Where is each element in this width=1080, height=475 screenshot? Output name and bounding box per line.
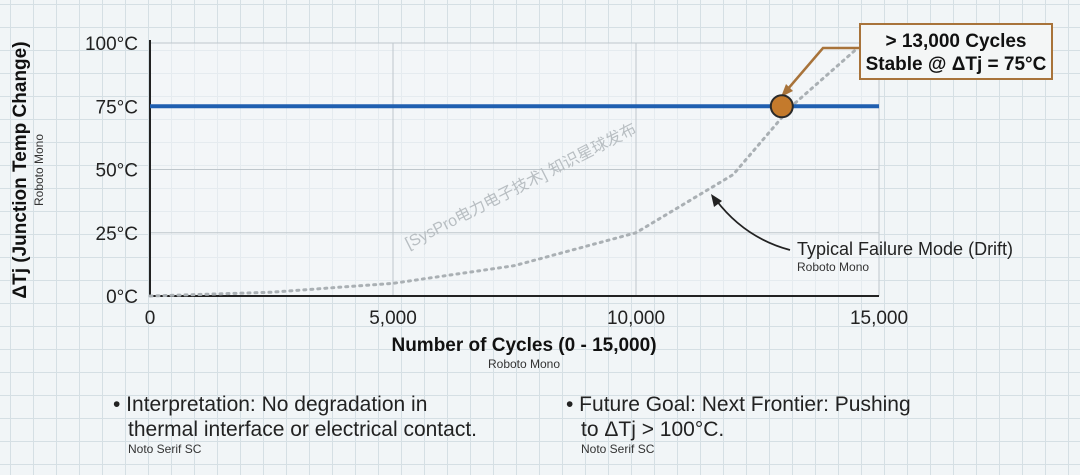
y-axis-subtitle: Roboto Mono bbox=[32, 133, 46, 207]
callout-line-2: Stable @ ΔTj = 75°C bbox=[865, 54, 1047, 75]
callout-arrowhead bbox=[781, 84, 793, 97]
x-axis-title: Number of Cycles (0 - 15,000) bbox=[391, 335, 657, 356]
drift-arrowhead bbox=[711, 194, 722, 207]
y-tick-label: 0°C bbox=[106, 287, 138, 308]
y-tick-label: 75°C bbox=[96, 97, 138, 118]
drift-sublabel: Roboto Mono bbox=[797, 260, 870, 274]
y-tick-label: 25°C bbox=[96, 224, 138, 245]
x-axis-subtitle: Roboto Mono bbox=[487, 357, 561, 371]
x-axis-label: Number of Cycles (0 - 15,000) Roboto Mon… bbox=[391, 335, 656, 371]
note-sub: Noto Serif SC bbox=[581, 442, 655, 456]
y-tick-label: 100°C bbox=[85, 34, 138, 55]
x-tick-label: 0 bbox=[145, 308, 156, 329]
y-axis-title: ΔTj (Junction Temp Change) bbox=[10, 41, 31, 299]
drift-annotation: Typical Failure Mode (Drift) Roboto Mono bbox=[797, 239, 1013, 274]
note-sub: Noto Serif SC bbox=[128, 442, 202, 456]
x-tick-label: 10,000 bbox=[607, 308, 665, 329]
note-line: • Interpretation: No degradation in bbox=[113, 393, 428, 416]
note-line: thermal interface or electrical contact. bbox=[128, 418, 477, 441]
stable-callout: > 13,000 Cycles Stable @ ΔTj = 75°C bbox=[859, 23, 1053, 80]
y-axis-label: ΔTj (Junction Temp Change) Roboto Mono bbox=[10, 41, 46, 298]
callout-line-1: > 13,000 Cycles bbox=[885, 31, 1027, 52]
stable-marker bbox=[769, 94, 794, 119]
note-line: to ΔTj > 100°C. bbox=[581, 418, 725, 441]
drift-label: Typical Failure Mode (Drift) bbox=[797, 239, 1014, 259]
note-future-goal: • Future Goal: Next Frontier: Pushing to… bbox=[566, 392, 911, 456]
drift-arrow bbox=[715, 199, 791, 251]
y-tick-label: 50°C bbox=[96, 161, 138, 182]
callout-leader bbox=[786, 46, 859, 91]
x-tick-label: 15,000 bbox=[850, 308, 908, 329]
x-tick-label: 5,000 bbox=[369, 308, 417, 329]
note-interpretation: • Interpretation: No degradation in ther… bbox=[113, 392, 477, 456]
note-line: • Future Goal: Next Frontier: Pushing bbox=[566, 393, 911, 416]
